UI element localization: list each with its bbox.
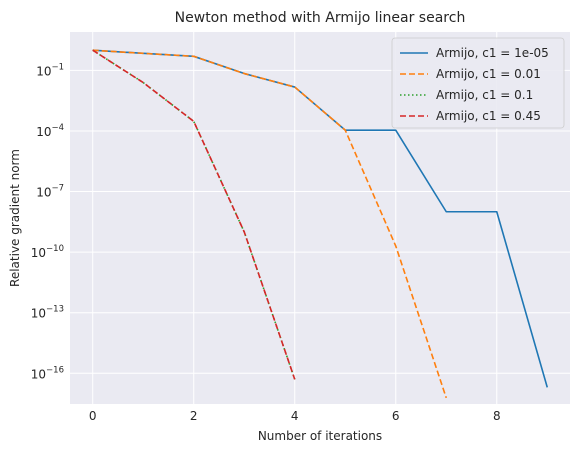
x-tick-label: 6 bbox=[392, 409, 400, 423]
y-tick-label: 10−13 bbox=[31, 305, 64, 321]
x-axis-label: Number of iterations bbox=[258, 429, 382, 443]
x-tick-label: 4 bbox=[291, 409, 299, 423]
legend: Armijo, c1 = 1e-05 Armijo, c1 = 0.01 Armij… bbox=[391, 37, 565, 129]
y-tick-base: 10 bbox=[31, 246, 46, 260]
y-tick-base: 10 bbox=[31, 367, 46, 381]
series-group bbox=[92, 49, 549, 399]
y-tick-label: 10−7 bbox=[36, 184, 64, 200]
y-tick-label: 10−4 bbox=[36, 123, 64, 139]
y-tick-exponent: −4 bbox=[51, 123, 64, 133]
y-tick-label: 10−1 bbox=[36, 62, 64, 78]
legend-box bbox=[391, 37, 565, 129]
y-tick-base: 10 bbox=[31, 307, 46, 321]
y-tick-exponent: −1 bbox=[51, 62, 64, 72]
x-tick-label: 2 bbox=[190, 409, 198, 423]
y-tick-exponent: −16 bbox=[46, 365, 64, 375]
grid bbox=[70, 32, 570, 404]
y-tick-label: 10−10 bbox=[31, 244, 64, 260]
y-tick-exponent: −7 bbox=[51, 184, 64, 194]
x-axis: 0 2 4 6 8 bbox=[89, 409, 501, 423]
legend-entry-0: Armijo, c1 = 1e-05 bbox=[436, 46, 549, 60]
x-tick-label: 0 bbox=[89, 409, 97, 423]
chart-title: Newton method with Armijo linear search bbox=[175, 10, 466, 26]
y-tick-exponent: −10 bbox=[46, 244, 64, 254]
x-tick-label: 8 bbox=[493, 409, 501, 423]
legend-entry-2: Armijo, c1 = 0.1 bbox=[436, 88, 533, 102]
y-tick-base: 10 bbox=[36, 64, 51, 78]
y-tick-exponent: −13 bbox=[46, 305, 64, 315]
y-axis-label: Relative gradient norm bbox=[8, 149, 22, 287]
legend-entry-1: Armijo, c1 = 0.01 bbox=[436, 67, 541, 81]
y-tick-base: 10 bbox=[36, 186, 51, 200]
legend-entry-3: Armijo, c1 = 0.45 bbox=[436, 109, 541, 123]
y-tick-label: 10−16 bbox=[31, 365, 64, 381]
series-line-1 bbox=[92, 49, 448, 399]
series-line-3 bbox=[92, 49, 296, 380]
y-tick-base: 10 bbox=[36, 125, 51, 139]
